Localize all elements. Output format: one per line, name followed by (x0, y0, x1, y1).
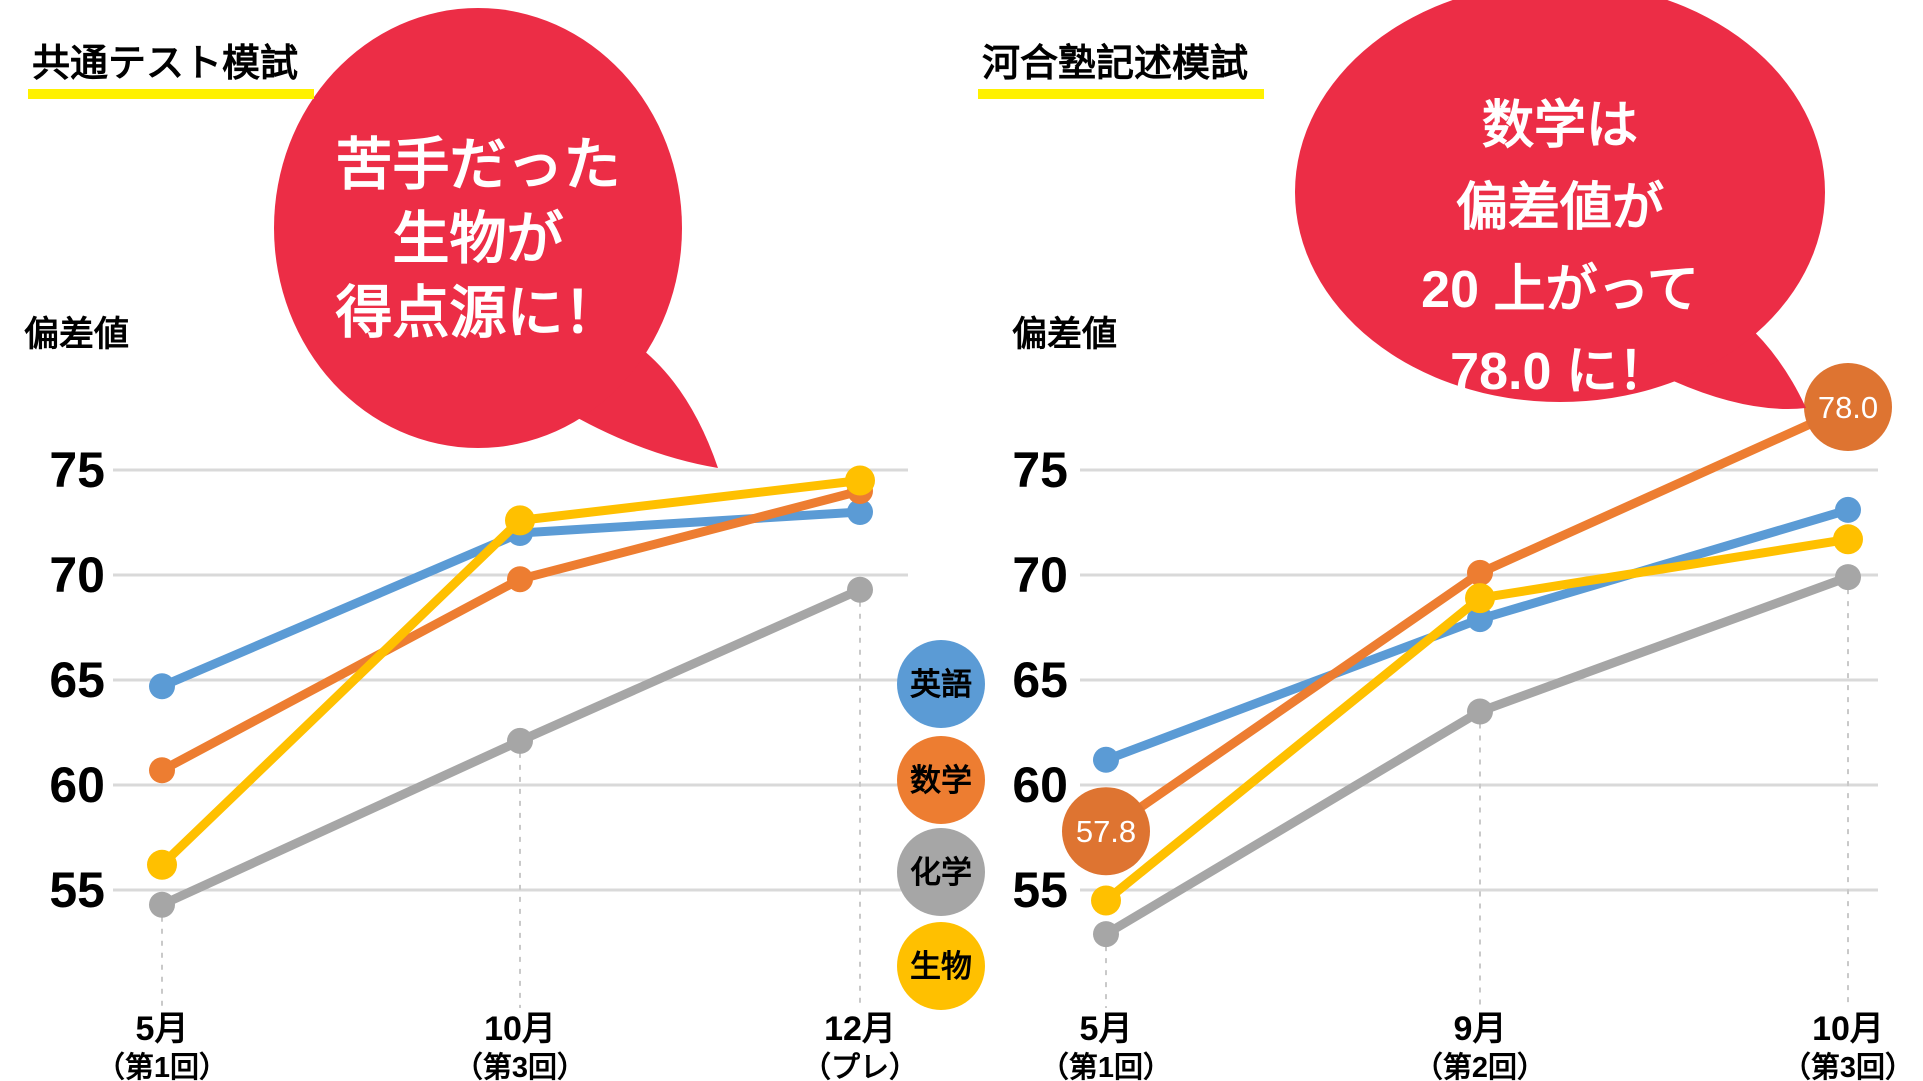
data-point-english (1093, 746, 1119, 773)
data-point-chemistry (1093, 921, 1119, 948)
speech-bubble-line: 78.0 に！ (1450, 343, 1670, 401)
data-point-biology (845, 465, 875, 496)
chart-title-kawaijuku: 河合塾記述模試 (978, 43, 1265, 99)
data-point-math (507, 566, 533, 593)
x-tick-round: （プレ） (802, 1051, 918, 1081)
y-tick-label: 55 (49, 862, 105, 918)
x-tick-round: （第3回） (1782, 1050, 1914, 1081)
x-tick-round: （第2回） (1414, 1050, 1546, 1081)
data-point-english (847, 499, 873, 525)
y-axis-label-right: 偏差値 (1012, 315, 1118, 354)
legend-badge-biology (897, 922, 985, 1010)
y-tick-label: 75 (1012, 442, 1068, 498)
legend-badge-english (897, 640, 985, 728)
legend-label-math: 数学 (910, 763, 972, 798)
data-point-biology (1465, 583, 1495, 614)
y-tick-label: 65 (49, 652, 105, 708)
value-label-circle (1804, 363, 1892, 451)
y-tick-label: 60 (1012, 757, 1068, 813)
y-axis-label-left: 偏差値 (24, 315, 130, 354)
data-point-biology (147, 849, 177, 880)
data-point-chemistry (1467, 698, 1493, 725)
x-tick-month: 5月 (1080, 1010, 1133, 1048)
data-point-math (149, 757, 175, 784)
x-tick-month: 10月 (484, 1010, 556, 1048)
legend-badge-math (897, 736, 985, 824)
data-point-biology (505, 505, 535, 536)
x-tick-round: （第1回） (1040, 1050, 1172, 1081)
y-tick-label: 60 (49, 757, 105, 813)
data-point-chemistry (507, 727, 533, 754)
speech-bubble-line: 生物が (393, 207, 564, 271)
legend-label-biology: 生物 (910, 949, 972, 984)
speech-bubble (1295, 0, 1825, 402)
speech-bubble-line: 数学は (1482, 97, 1638, 155)
y-tick-label: 65 (1012, 652, 1068, 708)
x-tick-month: 5月 (136, 1010, 189, 1048)
value-label-text: 78.0 (1818, 390, 1878, 425)
legend-label-chemistry: 化学 (910, 855, 972, 890)
x-tick-round: （第1回） (96, 1050, 228, 1081)
x-tick-month: 10月 (1812, 1010, 1884, 1048)
speech-bubble-line: 苦手だった (336, 133, 621, 197)
data-point-chemistry (847, 576, 873, 603)
chart-title-kyotsu: 共通テスト模試 (28, 43, 315, 99)
legend-badge-chemistry (897, 828, 985, 916)
data-point-chemistry (149, 891, 175, 918)
data-point-english (149, 673, 175, 700)
data-point-chemistry (1835, 564, 1861, 591)
speech-bubble-line: 20 上がって (1421, 261, 1699, 319)
y-tick-label: 70 (49, 547, 105, 603)
data-point-english (1467, 606, 1493, 633)
legend-label-english: 英語 (910, 667, 972, 702)
value-label-circle (1062, 787, 1150, 876)
speech-bubble-line: 偏差値が (1456, 179, 1664, 237)
y-tick-label: 55 (1012, 862, 1068, 918)
data-point-biology (1833, 524, 1863, 555)
y-tick-label: 70 (1012, 547, 1068, 603)
x-tick-month: 9月 (1454, 1010, 1507, 1048)
data-point-english (1835, 496, 1861, 523)
x-tick-round: （第3回） (454, 1050, 586, 1081)
y-tick-label: 75 (49, 442, 105, 498)
speech-bubble (274, 8, 682, 448)
x-tick-month: 12月 (824, 1010, 896, 1048)
data-point-math (1467, 559, 1493, 586)
speech-bubble-line: 得点源に！ (336, 281, 621, 345)
data-point-biology (1091, 885, 1121, 916)
value-label-text: 57.8 (1076, 814, 1136, 849)
